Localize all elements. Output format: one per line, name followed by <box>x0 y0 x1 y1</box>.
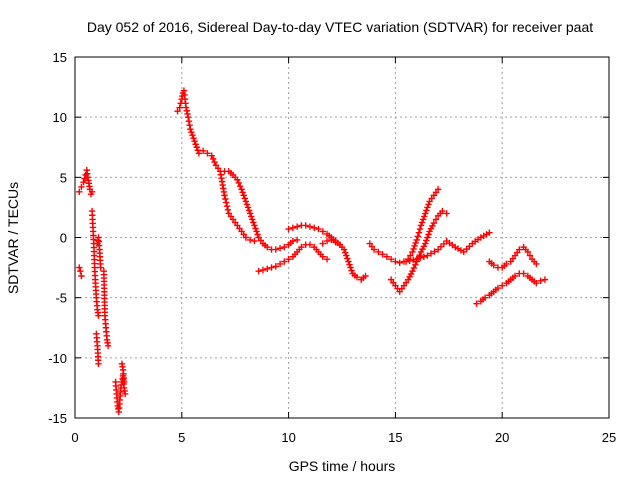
plus-marker-track <box>100 267 112 349</box>
x-tick-label: 15 <box>388 430 402 445</box>
plus-marker-track <box>402 229 493 265</box>
plus-marker-track <box>366 186 442 266</box>
series-track-h <box>118 360 128 386</box>
series-track-q <box>473 270 549 307</box>
plus-marker-track <box>93 330 102 368</box>
plus-marker-track <box>473 270 549 307</box>
x-tick-label: 25 <box>602 430 616 445</box>
plus-marker-track <box>221 168 301 253</box>
series-track-d <box>93 330 102 368</box>
x-tick-label: 10 <box>281 430 295 445</box>
data-marks-layer <box>76 87 549 416</box>
plus-marker-track <box>174 87 258 245</box>
y-tick-label: -10 <box>48 351 67 366</box>
plus-marker-track <box>319 236 369 283</box>
y-tick-label: 5 <box>60 170 67 185</box>
series-track-j <box>221 168 301 253</box>
x-tick-label: 20 <box>495 430 509 445</box>
x-tick-label: 0 <box>71 430 78 445</box>
series-track-r <box>486 243 540 271</box>
y-tick-label: 10 <box>53 110 67 125</box>
series-track-i <box>174 87 258 245</box>
series-track-p <box>402 229 493 265</box>
plus-marker-track <box>118 360 128 386</box>
series-track-k <box>255 241 331 275</box>
series-track-n <box>366 186 442 266</box>
x-axis-label: GPS time / hours <box>289 458 396 474</box>
y-tick-label: 15 <box>53 50 67 65</box>
plus-marker-track <box>255 241 331 275</box>
plus-marker-track <box>94 234 104 271</box>
tick-layer: 0 5 10 15 20 25 -15 -10 -5 0 5 10 15 <box>48 50 616 445</box>
series-track-a <box>76 166 96 198</box>
series-track-b <box>76 264 85 280</box>
y-tick-label: -15 <box>48 411 67 426</box>
series-track-c <box>88 207 102 319</box>
series-track-f <box>100 267 112 349</box>
chart-title: Day 052 of 2016, Sidereal Day-to-day VTE… <box>87 19 593 35</box>
y-axis-label: SDTVAR / TECUs <box>5 182 21 294</box>
plot-frame <box>74 56 610 419</box>
plus-marker-track <box>76 166 96 198</box>
grid-layer <box>75 57 609 418</box>
plus-marker-track <box>486 243 540 271</box>
x-tick-label: 5 <box>178 430 185 445</box>
plus-marker-track <box>88 207 102 319</box>
series-track-e <box>94 234 104 271</box>
y-tick-label: 0 <box>60 231 67 246</box>
y-tick-label: -5 <box>55 291 67 306</box>
series-track-m <box>319 236 369 283</box>
plus-marker-track <box>76 264 85 280</box>
